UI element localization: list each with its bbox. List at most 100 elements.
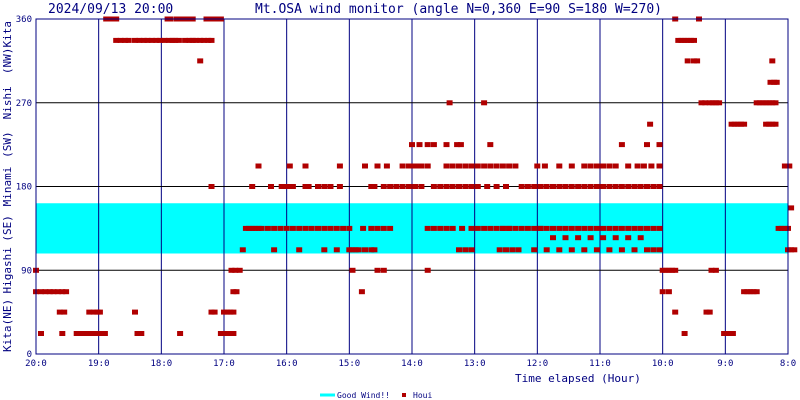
wind-point [228,267,235,273]
wind-point [230,309,237,315]
wind-point [449,225,456,231]
direction-label: Kita [1,21,14,48]
wind-point [383,163,390,169]
wind-point [138,331,145,336]
wind-point [648,163,655,169]
wind-point [772,121,779,127]
legend-houi-swatch [402,393,406,397]
wind-point [239,247,246,253]
wind-point [672,309,679,315]
wind-point [157,37,164,43]
wind-point [449,184,456,189]
wind-point [493,225,500,231]
wind-point [346,225,353,231]
wind-point [283,225,290,231]
wind-point [634,163,641,169]
wind-point [734,121,741,127]
wind-point [650,225,657,231]
wind-point [656,184,663,189]
wind-point [581,184,588,189]
wind-point [773,79,780,85]
wind-point [556,225,563,231]
legend: Good Wind!! Houi [320,391,432,400]
wind-point [644,247,650,253]
wind-point [352,247,359,253]
wind-point [600,225,607,231]
wind-point [456,163,462,169]
wind-point [484,184,491,189]
wind-point [606,225,613,231]
wind-point [412,184,419,189]
wind-point [593,163,600,169]
wind-point [134,331,141,336]
wind-point [618,142,625,148]
wind-point [418,163,425,169]
wind-point [459,225,466,231]
wind-point [200,37,207,43]
wind-point [86,331,93,336]
wind-point [177,331,184,336]
direction-labels-layer: Kita(NE)Higashi(SE)Minami(SW)Nishi(NW)Ki… [1,21,14,352]
wind-point [712,100,719,106]
wind-point [362,163,368,169]
wind-point [59,289,66,295]
wind-point [606,163,613,169]
wind-point [424,225,431,231]
wind-point [430,184,437,189]
x-tick-label: 17:0 [213,359,235,369]
wind-point [474,163,481,169]
wind-point [56,309,63,315]
wind-point [286,184,293,189]
y-tick-label: 270 [16,99,32,109]
y-tick-label: 180 [16,183,32,193]
wind-point [709,100,716,106]
wind-point [446,100,453,106]
wind-point [698,100,705,106]
direction-label: (SW) [1,131,14,158]
wind-point [593,247,600,253]
wind-point [503,247,509,253]
wind-point [487,163,494,169]
wind-point [524,184,531,189]
wind-point [537,225,544,231]
wind-point [399,163,406,169]
wind-point [98,331,105,336]
wind-point [42,289,49,295]
legend-good-wind-label: Good Wind!! [337,391,390,400]
wind-point [487,225,494,231]
wind-point [769,58,776,64]
wind-point [302,225,309,231]
wind-point [443,184,450,189]
wind-point [211,309,218,315]
wind-point [612,163,619,169]
wind-point [192,37,199,43]
wind-point [90,309,97,315]
wind-point [59,331,66,336]
x-tick-label: 12:0 [526,359,548,369]
wind-point [368,247,375,253]
wind-point [462,247,469,253]
wind-point [430,142,437,148]
wind-point [550,184,556,189]
wind-point [278,184,285,189]
wind-point [405,163,412,169]
wind-point [462,184,469,189]
wind-point [468,225,475,231]
direction-label: (NW) [1,48,14,75]
wind-point [153,37,160,43]
wind-point [321,225,328,231]
wind-point [625,184,632,189]
wind-point [669,267,676,273]
wind-point [531,247,538,253]
wind-point [499,225,506,231]
x-tick-label: 20:0 [25,359,47,369]
wind-point [222,331,229,336]
wind-point [562,235,569,241]
wind-point [258,225,265,231]
wind-point [296,247,303,253]
direction-label: Kita [1,326,14,353]
wind-point [286,163,293,169]
wind-point [568,225,575,231]
wind-point [38,289,44,295]
